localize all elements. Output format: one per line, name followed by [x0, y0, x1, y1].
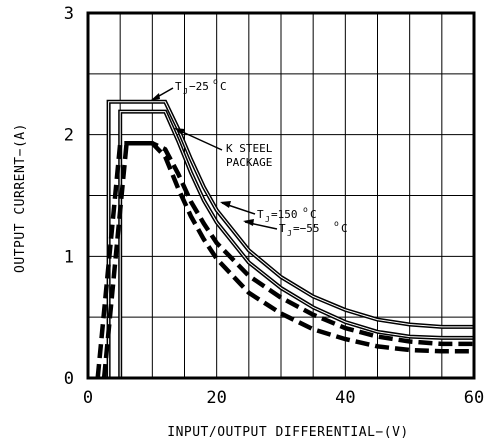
- tj25-label-sub: J: [183, 87, 188, 96]
- package-label-line1: K STEEL: [226, 142, 273, 155]
- x-axis-title: INPUT/OUTPUT DIFFERENTIAL−(V): [167, 425, 408, 440]
- tj150-label-sub: J: [265, 215, 270, 224]
- tjm55-label-degree: o: [334, 219, 339, 228]
- tj150-leader-arrow: [220, 201, 231, 208]
- series-layer: [95, 99, 474, 379]
- y-axis-title: OUTPUT CURRENT−(A): [13, 123, 28, 273]
- tjm55-leader-arrow: [243, 219, 254, 226]
- tj150-label-t: T: [257, 208, 264, 221]
- x-tick-label: 60: [464, 388, 484, 408]
- tjm55-label-t: T: [279, 222, 286, 235]
- x-tick-label: 40: [335, 388, 355, 408]
- tj150-label-value: =150: [271, 208, 298, 221]
- series-line-tjm55_a: [95, 140, 474, 379]
- x-tick-label: 0: [83, 388, 93, 408]
- package-label-line2: PACKAGE: [226, 156, 272, 169]
- grid: [88, 13, 474, 378]
- tj25-label-value: −25: [189, 80, 209, 93]
- tj25-leader-arrow: [150, 93, 160, 101]
- package-leader-arrow: [174, 128, 185, 135]
- tj25-label: T J −25 o C: [175, 77, 227, 96]
- y-tick-label: 0: [64, 369, 74, 389]
- tj150-label: T J =150 o C: [257, 205, 317, 224]
- tjm55-label: T J =−55 o C: [279, 219, 348, 238]
- y-tick-label: 3: [64, 4, 74, 24]
- tjm55-label-unit: C: [341, 222, 348, 235]
- tj25-label-unit: C: [220, 80, 227, 93]
- tj150-label-unit: C: [310, 208, 317, 221]
- tj150-label-degree: o: [303, 205, 308, 214]
- y-tick-label: 1: [64, 247, 74, 267]
- tj25-label-t: T: [175, 80, 182, 93]
- tick-labels: 0 20 40 60 0 1 2 3: [64, 4, 484, 408]
- tj25-label-degree: o: [213, 77, 218, 86]
- series-inner-tj25: [108, 101, 474, 378]
- y-tick-label: 2: [64, 126, 74, 146]
- x-tick-label: 20: [206, 388, 226, 408]
- series-line-tjm55_b: [101, 140, 474, 379]
- tjm55-label-sub: J: [287, 229, 292, 238]
- plot-frame: [86, 11, 476, 380]
- series-inner-tj150: [119, 111, 474, 378]
- tjm55-label-value: =−55: [293, 222, 320, 235]
- package-leader: [175, 128, 223, 151]
- series-line-tj150: [118, 109, 474, 378]
- annotations: T J −25 o C K STEEL PACKAGE T J =150 o C…: [150, 77, 348, 238]
